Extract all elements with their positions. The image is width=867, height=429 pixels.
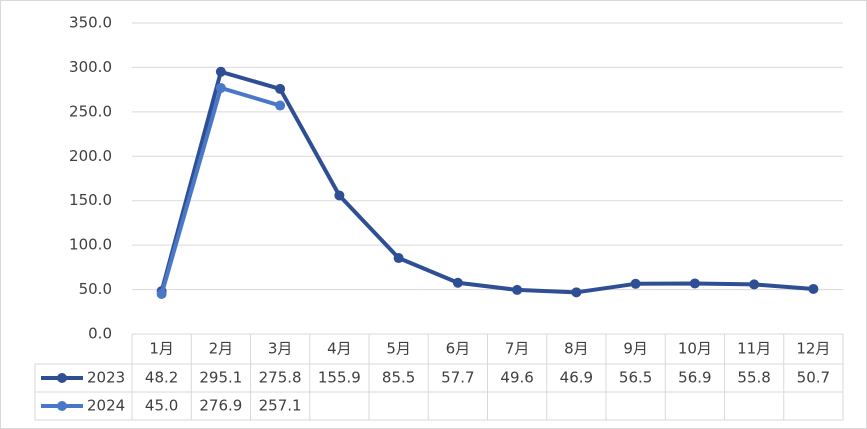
- category-label: 5月: [386, 340, 411, 358]
- table-value: 55.8: [737, 369, 770, 387]
- table-value: 56.9: [678, 369, 711, 387]
- category-label: 12月: [796, 340, 830, 358]
- category-label: 2月: [209, 340, 234, 358]
- table-value: 276.9: [199, 397, 242, 415]
- category-label: 11月: [737, 340, 771, 358]
- legend-label: 2023: [87, 369, 125, 387]
- table-value: 275.8: [259, 369, 302, 387]
- legend-label: 2024: [87, 397, 125, 415]
- table-value: 295.1: [199, 369, 242, 387]
- y-tick-label: 150.0: [69, 191, 112, 209]
- data-point: [808, 283, 819, 294]
- data-point: [452, 277, 463, 288]
- table-value: 57.7: [441, 369, 474, 387]
- data-point: [630, 278, 641, 289]
- category-label: 1月: [149, 340, 174, 358]
- category-label: 6月: [446, 340, 471, 358]
- y-tick-label: 100.0: [69, 236, 112, 254]
- data-point: [571, 287, 582, 298]
- y-tick-label: 350.0: [69, 14, 112, 32]
- data-point: [512, 284, 523, 295]
- category-label: 10月: [678, 340, 712, 358]
- category-label: 3月: [268, 340, 293, 358]
- category-label: 8月: [564, 340, 589, 358]
- table-value: 56.5: [619, 369, 652, 387]
- data-point: [689, 278, 700, 289]
- data-point: [275, 83, 286, 94]
- table-value: 48.2: [145, 369, 178, 387]
- table-value: 155.9: [318, 369, 361, 387]
- series-line: [159, 69, 814, 295]
- y-tick-label: 300.0: [69, 58, 112, 76]
- table-value: 257.1: [259, 397, 302, 415]
- table-value: 50.7: [797, 369, 830, 387]
- category-label: 4月: [327, 340, 352, 358]
- y-tick-label: 200.0: [69, 147, 112, 165]
- data-point: [215, 82, 226, 93]
- table-value: 46.9: [560, 369, 593, 387]
- table-value: 49.6: [500, 369, 533, 387]
- y-tick-label: 50.0: [79, 280, 112, 298]
- data-point: [393, 253, 404, 264]
- data-point: [275, 100, 286, 111]
- category-label: 7月: [505, 340, 530, 358]
- category-label: 9月: [623, 340, 648, 358]
- data-point: [156, 289, 167, 300]
- table-value: 85.5: [382, 369, 415, 387]
- legend-key: [57, 373, 67, 383]
- table-value: 45.0: [145, 397, 178, 415]
- legend-key: [57, 401, 67, 411]
- data-point: [215, 66, 226, 77]
- y-tick-label: 250.0: [69, 102, 112, 120]
- y-tick-label: 0.0: [88, 325, 112, 343]
- data-point: [749, 279, 760, 290]
- data-point: [334, 190, 345, 201]
